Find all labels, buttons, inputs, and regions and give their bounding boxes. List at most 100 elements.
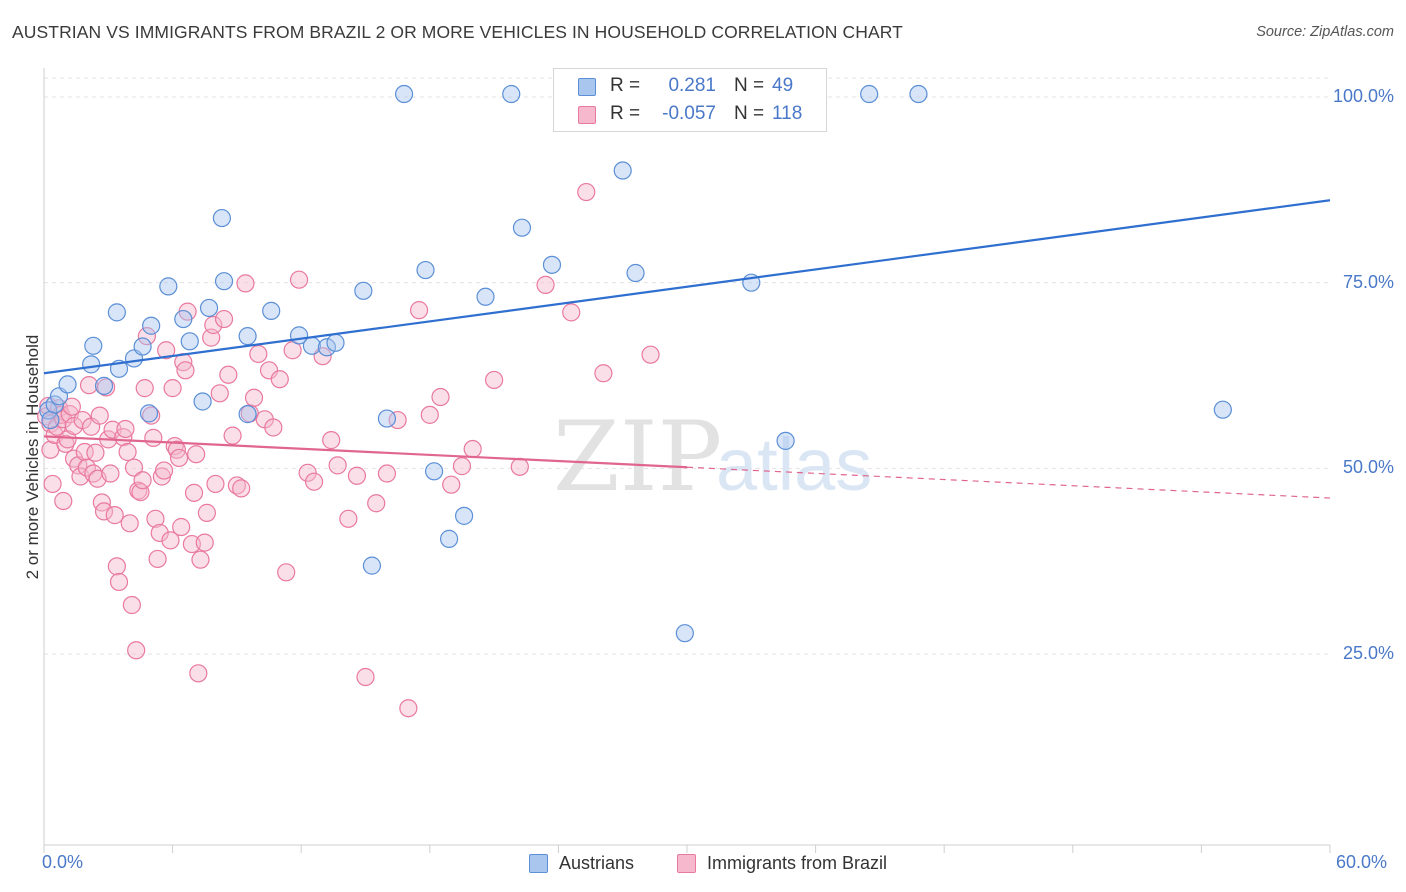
data-point [577, 182, 596, 202]
data-point [394, 84, 414, 104]
data-point [424, 462, 444, 481]
data-point [1213, 400, 1232, 419]
data-point [144, 428, 163, 447]
legend-label: Immigrants from Brazil [707, 853, 888, 873]
data-point [264, 418, 283, 437]
data-point [131, 482, 150, 502]
data-point [137, 327, 156, 346]
data-point [133, 471, 152, 490]
series-austrians-points [39, 84, 1232, 643]
data-point [176, 361, 195, 380]
data-point [277, 563, 296, 582]
data-point [204, 315, 223, 335]
data-point [163, 379, 182, 398]
data-point [510, 457, 529, 476]
data-point [124, 458, 144, 477]
data-point [326, 333, 345, 352]
data-point [244, 388, 264, 407]
data-point [317, 338, 337, 357]
data-point [362, 556, 382, 575]
data-point [236, 274, 255, 293]
data-point [116, 419, 135, 439]
data-point [328, 456, 347, 475]
data-point [219, 365, 238, 384]
brazil-swatch [677, 854, 696, 873]
data-point [485, 370, 504, 390]
data-point [174, 309, 193, 329]
data-point [206, 474, 225, 494]
data-point [193, 392, 212, 411]
data-point [154, 461, 174, 480]
data-point [454, 506, 474, 525]
data-point [431, 387, 450, 407]
legend-label: Austrians [559, 853, 635, 873]
data-point [909, 84, 928, 104]
data-point [45, 395, 64, 414]
data-point [409, 301, 429, 320]
data-point [90, 406, 109, 425]
r-value: 0.281 [668, 75, 716, 96]
n-value: 49 [772, 75, 794, 96]
data-point [302, 336, 322, 355]
data-point [133, 337, 152, 356]
austrians-swatch [578, 78, 596, 96]
data-point [187, 445, 206, 464]
data-point [122, 595, 141, 615]
n-label: N = [734, 75, 765, 96]
data-point [86, 443, 105, 462]
data-point [354, 281, 373, 300]
y-tick-label: 50.0% [1342, 457, 1394, 478]
y-tick-label: 25.0% [1342, 643, 1394, 663]
data-point [169, 448, 189, 468]
chart-title: AUSTRIAN VS IMMIGRANTS FROM BRAZIL 2 OR … [12, 22, 903, 42]
data-point [367, 494, 386, 513]
watermark-atlas: atlas [716, 423, 872, 506]
data-point [536, 275, 555, 294]
data-point [502, 84, 521, 104]
data-point [159, 277, 178, 296]
data-point [107, 557, 126, 576]
austrians-swatch [529, 854, 548, 873]
data-point [120, 514, 139, 533]
series-brazil-points [37, 182, 660, 718]
trend-line-brazil-solid [43, 435, 688, 469]
data-point [197, 503, 216, 522]
brazil-swatch [578, 106, 596, 124]
data-point [238, 405, 257, 424]
r-value: -0.057 [662, 103, 716, 124]
data-point [195, 533, 214, 552]
data-point [58, 375, 77, 394]
data-point [562, 303, 581, 322]
data-point [210, 384, 229, 403]
data-point [212, 208, 231, 228]
data-point [161, 531, 180, 550]
data-point [103, 420, 122, 439]
x-tick-min: 0.0% [42, 852, 84, 872]
data-point [860, 84, 879, 104]
data-point [442, 475, 461, 494]
data-point [172, 517, 191, 537]
data-point [135, 379, 154, 398]
data-point [189, 664, 208, 683]
data-point [157, 341, 176, 360]
data-point [249, 344, 268, 364]
data-point [118, 442, 137, 462]
data-point [238, 327, 257, 346]
data-point [82, 355, 101, 374]
data-point [594, 364, 613, 383]
data-point [347, 466, 367, 485]
data-point [322, 431, 341, 450]
watermark: ZIP atlas [553, 401, 872, 513]
data-point [613, 161, 632, 180]
data-point [107, 303, 126, 322]
data-point [377, 409, 397, 428]
trend-line-austrians [43, 199, 1331, 375]
data-point [84, 336, 103, 355]
data-point [270, 370, 289, 389]
data-point [416, 260, 435, 280]
data-point [626, 263, 645, 283]
data-point [94, 502, 114, 521]
data-point [142, 406, 161, 425]
data-point [262, 301, 281, 320]
